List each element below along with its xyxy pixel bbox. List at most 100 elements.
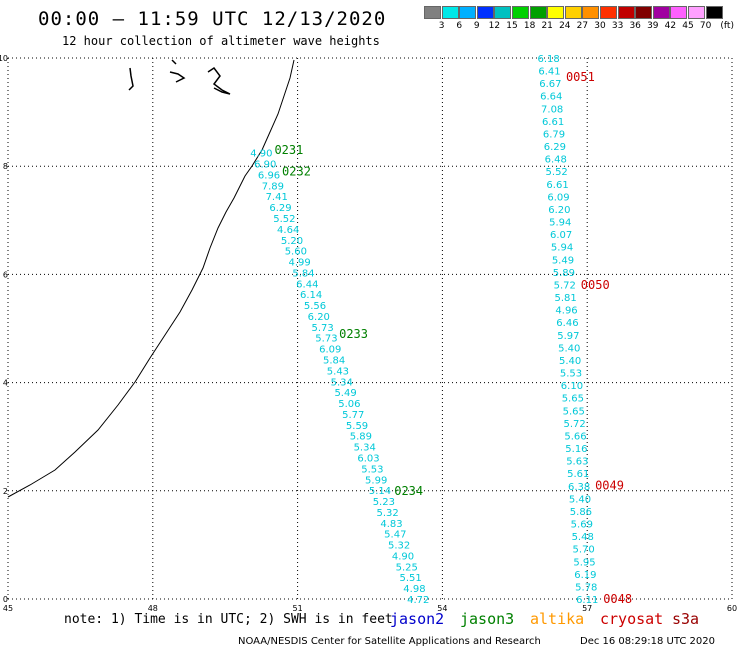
colorbar-swatch [582, 6, 600, 19]
swh-value: 4.90 [250, 149, 272, 160]
legend-note: note: 1) Time is in UTC; 2) SWH is in fe… [64, 612, 393, 627]
island-outline [207, 66, 231, 95]
colorbar-swatch [459, 6, 477, 19]
swh-value: 5.66 [564, 431, 586, 442]
colorbar-swatch [494, 6, 512, 19]
y-tick-label: 0 [3, 595, 8, 604]
swh-value: 6.20 [548, 205, 570, 216]
colorbar-unit: (ft) [720, 21, 734, 31]
swh-value: 5.43 [327, 366, 349, 377]
swh-value: 5.86 [570, 507, 592, 518]
swh-value: 5.51 [399, 573, 421, 584]
swh-value: 5.40 [559, 356, 581, 367]
y-tick-label: 4 [3, 379, 8, 388]
pass-time-label: 0232 [282, 165, 311, 179]
swh-value: 5.63 [566, 457, 588, 468]
colorbar-label: 33 [611, 21, 624, 31]
legend-jason3: jason3 [460, 610, 515, 628]
swh-value: 5.52 [546, 167, 568, 178]
colorbar-swatch [529, 6, 547, 19]
swh-value: 5.81 [555, 293, 577, 304]
colorbar-label: 30 [594, 21, 606, 31]
swh-value: 5.40 [569, 494, 591, 505]
swh-value: 6.79 [543, 129, 565, 140]
y-tick-label: 10 [0, 54, 8, 63]
legend-jason2: jason2 [390, 610, 445, 628]
swh-value: 5.34 [354, 443, 376, 454]
colorbar-swatch [547, 6, 565, 19]
swh-value: 6.61 [546, 180, 568, 191]
swh-value: 5.59 [346, 421, 368, 432]
swh-value: 4.96 [555, 306, 577, 317]
colorbar-label: 70 [699, 21, 712, 31]
pass-time-label: 0051 [566, 70, 595, 84]
swh-value: 6.96 [258, 170, 280, 181]
map-subtitle: 12 hour collection of altimeter wave hei… [62, 34, 380, 48]
coastline [7, 59, 295, 498]
swh-value: 5.32 [377, 508, 399, 519]
swh-value: 6.03 [357, 453, 379, 464]
swh-value: 5.49 [334, 388, 356, 399]
swh-value: 5.60 [285, 247, 307, 258]
y-tick-label: 2 [3, 487, 8, 496]
colorbar-label: 9 [473, 21, 480, 31]
swh-value: 5.73 [311, 323, 333, 334]
swh-value: 5.84 [323, 356, 345, 367]
swh-value: 5.89 [553, 268, 575, 279]
swh-value: 5.89 [350, 432, 372, 443]
swh-value: 4.83 [380, 519, 402, 530]
legend-altika: altika [530, 610, 585, 628]
map-title: 00:00 — 11:59 UTC 12/13/2020 [38, 8, 387, 30]
swh-value: 6.90 [254, 160, 276, 171]
swh-value: 4.98 [403, 584, 425, 595]
swh-value: 5.65 [563, 406, 585, 417]
x-tick-label: 57 [582, 604, 592, 613]
swh-value: 5.06 [338, 399, 360, 410]
footer-timestamp: Dec 16 08:29:18 UTC 2020 [580, 636, 715, 647]
swh-value: 5.78 [575, 582, 597, 593]
island-outline [169, 59, 186, 83]
swh-value: 6.46 [556, 318, 578, 329]
coastline-path [7, 59, 295, 498]
colorbar-label: 39 [647, 21, 659, 31]
colorbar-label: 21 [541, 21, 553, 31]
colorbar-label: 24 [559, 21, 571, 31]
swh-value: 5.53 [361, 464, 383, 475]
colorbar-label: 27 [576, 21, 589, 31]
colorbar-label: 12 [488, 21, 501, 31]
swh-value: 6.14 [300, 290, 322, 301]
swh-value: 5.99 [365, 475, 387, 486]
colorbar-swatch [670, 6, 688, 19]
swh-value: 5.65 [562, 394, 584, 405]
colorbar-swatch [441, 6, 459, 19]
swh-value: 5.49 [552, 255, 574, 266]
swh-value: 5.25 [396, 562, 418, 573]
map-grid [7, 57, 733, 600]
swh-value: 5.56 [304, 301, 326, 312]
x-tick-label: 45 [3, 604, 13, 613]
colorbar-label: 3 [438, 21, 445, 31]
swh-value: 4.99 [289, 258, 311, 269]
swh-value: 5.72 [554, 280, 576, 291]
x-tick-label: 60 [727, 604, 737, 613]
legend-s3a: s3a [672, 610, 700, 628]
swh-value: 5.97 [557, 331, 579, 342]
swh-value: 6.61 [542, 117, 564, 128]
x-tick-label: 48 [148, 604, 158, 613]
swh-value: 5.73 [315, 334, 337, 345]
swh-value: 6.20 [308, 312, 330, 323]
footer-credit: NOAA/NESDIS Center for Satellite Applica… [238, 636, 541, 647]
colorbar-label: 6 [456, 21, 463, 31]
swh-value: 6.48 [545, 155, 567, 166]
colorbar-label: 18 [523, 21, 536, 31]
swh-value: 6.29 [269, 203, 291, 214]
swh-value: 6.09 [547, 192, 569, 203]
swh-value: 5.53 [560, 369, 582, 380]
swh-value: 5.32 [388, 541, 410, 552]
swh-value: 5.77 [342, 410, 364, 421]
pass-time-label: 0233 [339, 327, 368, 341]
pass-time-label: 0231 [274, 143, 303, 157]
swh-value: 4.90 [392, 551, 414, 562]
colorbar-label: 45 [682, 21, 694, 31]
